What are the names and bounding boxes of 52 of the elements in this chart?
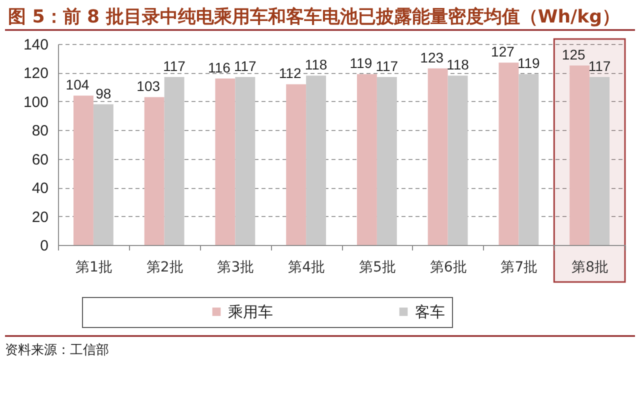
data-label: 98 [96, 85, 112, 102]
bar [428, 68, 448, 245]
data-label: 117 [588, 58, 611, 74]
bar [235, 77, 256, 245]
legend-label: 客车 [415, 302, 445, 321]
bar [498, 62, 519, 245]
y-tick-label: 80 [32, 122, 48, 140]
bar [73, 96, 94, 245]
data-label: 103 [136, 78, 160, 94]
y-tick-label: 140 [23, 36, 48, 54]
bar [356, 74, 377, 245]
data-label: 125 [562, 46, 586, 63]
x-tick-label: 第1批 [75, 260, 112, 276]
bar [286, 84, 306, 245]
y-tick-label: 0 [40, 238, 48, 254]
data-label: 117 [376, 58, 398, 74]
bar [518, 74, 539, 245]
data-label: 117 [234, 58, 257, 74]
bar [93, 104, 114, 245]
x-tick-label: 第7批 [500, 260, 538, 276]
bar [570, 66, 590, 245]
y-tick-label: 100 [23, 94, 48, 111]
data-label: 119 [350, 55, 372, 72]
bar [144, 97, 164, 245]
chart-title: 图 5：前 8 批目录中纯电乘用车和客车电池已披露能量密度均值（Wh/kg） [8, 6, 620, 28]
bar [448, 76, 468, 245]
data-label: 119 [518, 55, 540, 72]
y-tick-label: 120 [23, 65, 48, 82]
bar [164, 77, 184, 245]
legend-label: 乘用车 [228, 302, 273, 321]
bar [306, 76, 326, 245]
data-label: 118 [304, 56, 328, 73]
bar [590, 77, 610, 245]
data-label: 117 [163, 58, 186, 74]
data-label: 127 [491, 44, 515, 60]
x-tick-label: 第3批 [217, 260, 254, 276]
x-tick-label: 第4批 [288, 260, 326, 276]
x-tick-label: 第5批 [358, 260, 396, 276]
x-tick-label: 第8批 [572, 260, 609, 276]
bar [215, 78, 236, 245]
y-tick-label: 40 [32, 180, 48, 198]
x-tick-label: 第6批 [430, 260, 467, 276]
data-label: 123 [420, 49, 444, 66]
x-tick-label: 第2批 [146, 260, 184, 276]
bar [376, 77, 397, 245]
data-label: 118 [446, 56, 470, 73]
data-label: 116 [208, 59, 231, 76]
data-label: 112 [278, 65, 302, 82]
text: 资料来源：工信部 [5, 343, 109, 358]
y-tick-label: 60 [32, 151, 48, 168]
y-tick-label: 20 [32, 208, 48, 226]
data-label: 104 [66, 76, 90, 93]
